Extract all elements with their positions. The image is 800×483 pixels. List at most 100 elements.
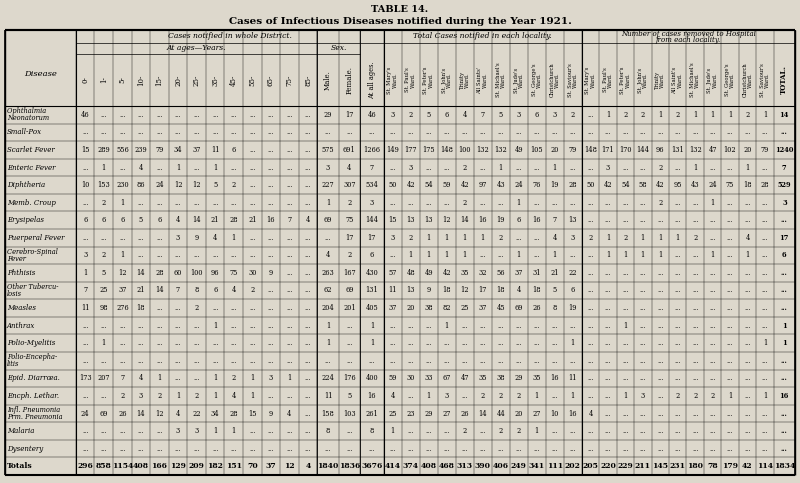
Text: ...: ... bbox=[390, 164, 396, 171]
Text: ...: ... bbox=[605, 445, 611, 453]
Text: ...: ... bbox=[781, 304, 788, 312]
Text: 16: 16 bbox=[478, 216, 487, 224]
Text: ...: ... bbox=[286, 357, 293, 365]
Text: ...: ... bbox=[249, 339, 255, 347]
Text: 70: 70 bbox=[247, 462, 258, 470]
Text: ...: ... bbox=[692, 286, 698, 295]
Text: 15: 15 bbox=[248, 410, 257, 417]
Text: 6: 6 bbox=[120, 216, 125, 224]
Text: ...: ... bbox=[605, 128, 611, 136]
Text: 4: 4 bbox=[553, 234, 557, 242]
Text: 13: 13 bbox=[569, 216, 577, 224]
Text: ...: ... bbox=[498, 251, 504, 259]
Text: Cerebro-Spinal: Cerebro-Spinal bbox=[7, 248, 60, 256]
Text: 7: 7 bbox=[782, 164, 786, 171]
Text: 1: 1 bbox=[710, 251, 714, 259]
Text: 34: 34 bbox=[174, 146, 182, 154]
Text: 20: 20 bbox=[406, 304, 415, 312]
Text: ...: ... bbox=[744, 357, 750, 365]
Text: ...: ... bbox=[268, 286, 274, 295]
Text: ...: ... bbox=[762, 286, 768, 295]
Text: ...: ... bbox=[230, 199, 237, 207]
Text: 1: 1 bbox=[746, 251, 750, 259]
Text: ...: ... bbox=[194, 339, 200, 347]
Text: 29: 29 bbox=[324, 111, 332, 119]
Text: 2: 2 bbox=[409, 234, 413, 242]
Text: 1: 1 bbox=[326, 322, 330, 329]
Text: Fever: Fever bbox=[7, 255, 26, 263]
Text: 2: 2 bbox=[641, 111, 645, 119]
Text: ...: ... bbox=[640, 164, 646, 171]
Text: ...: ... bbox=[657, 410, 663, 417]
Text: 2: 2 bbox=[746, 111, 750, 119]
Text: 3: 3 bbox=[390, 234, 395, 242]
Text: ...: ... bbox=[587, 374, 594, 383]
Text: 11: 11 bbox=[211, 146, 219, 154]
Text: 27: 27 bbox=[442, 410, 451, 417]
Text: 2: 2 bbox=[693, 234, 698, 242]
Text: ...: ... bbox=[657, 427, 663, 435]
Text: St. Peter's
Ward.: St. Peter's Ward. bbox=[423, 66, 434, 94]
Text: ...: ... bbox=[710, 339, 716, 347]
Text: 2: 2 bbox=[658, 164, 662, 171]
Text: 1: 1 bbox=[287, 374, 291, 383]
Text: Prm. Pneumonia: Prm. Pneumonia bbox=[7, 413, 62, 421]
Text: ...: ... bbox=[305, 164, 311, 171]
Text: ...: ... bbox=[286, 304, 293, 312]
Text: ...: ... bbox=[692, 357, 698, 365]
Text: ...: ... bbox=[138, 234, 144, 242]
Text: ...: ... bbox=[175, 339, 182, 347]
Text: 105: 105 bbox=[530, 146, 543, 154]
Text: 405: 405 bbox=[366, 304, 378, 312]
Text: ...: ... bbox=[286, 339, 293, 347]
Text: 42: 42 bbox=[460, 181, 469, 189]
Text: ...: ... bbox=[710, 357, 716, 365]
Text: 97: 97 bbox=[478, 181, 487, 189]
Text: ...: ... bbox=[390, 128, 396, 136]
Text: ...: ... bbox=[692, 339, 698, 347]
Text: ...: ... bbox=[407, 392, 414, 400]
Text: Infl. Pneumonia: Infl. Pneumonia bbox=[7, 406, 60, 414]
Text: ...: ... bbox=[727, 269, 733, 277]
Text: ...: ... bbox=[727, 410, 733, 417]
Text: ...: ... bbox=[286, 427, 293, 435]
Text: ...: ... bbox=[249, 251, 255, 259]
Text: ...: ... bbox=[175, 199, 182, 207]
Text: Small-Pox: Small-Pox bbox=[7, 128, 42, 136]
Text: ...: ... bbox=[426, 199, 432, 207]
Text: 26: 26 bbox=[533, 304, 541, 312]
Text: 1: 1 bbox=[675, 234, 680, 242]
Text: 8: 8 bbox=[553, 304, 557, 312]
Text: ...: ... bbox=[138, 111, 144, 119]
Text: ...: ... bbox=[762, 234, 768, 242]
Text: ...: ... bbox=[390, 199, 396, 207]
Text: ...: ... bbox=[305, 445, 311, 453]
Text: ...: ... bbox=[305, 234, 311, 242]
Text: 8: 8 bbox=[326, 427, 330, 435]
Text: 14: 14 bbox=[137, 410, 145, 417]
Text: 1: 1 bbox=[498, 164, 503, 171]
Text: ...: ... bbox=[479, 199, 486, 207]
Text: ...: ... bbox=[443, 445, 450, 453]
Text: At ages—Years.: At ages—Years. bbox=[167, 44, 226, 53]
Text: 534: 534 bbox=[366, 181, 378, 189]
Text: 20-: 20- bbox=[174, 74, 182, 85]
Text: 8: 8 bbox=[194, 286, 198, 295]
Text: 175: 175 bbox=[422, 146, 435, 154]
Text: 4: 4 bbox=[588, 410, 593, 417]
Text: 6: 6 bbox=[570, 286, 575, 295]
Text: ...: ... bbox=[710, 164, 716, 171]
Text: Epid. Diarrœa.: Epid. Diarrœa. bbox=[7, 374, 60, 383]
Text: ...: ... bbox=[369, 357, 375, 365]
Text: 32: 32 bbox=[478, 269, 487, 277]
Text: 1: 1 bbox=[606, 111, 610, 119]
Text: ...: ... bbox=[369, 128, 375, 136]
Text: 19: 19 bbox=[497, 216, 505, 224]
Text: ...: ... bbox=[305, 427, 311, 435]
Text: 1: 1 bbox=[83, 269, 87, 277]
Text: 37: 37 bbox=[389, 304, 397, 312]
Text: 19: 19 bbox=[569, 304, 577, 312]
Text: ...: ... bbox=[587, 427, 594, 435]
Text: ...: ... bbox=[462, 445, 468, 453]
Text: 1: 1 bbox=[606, 234, 610, 242]
